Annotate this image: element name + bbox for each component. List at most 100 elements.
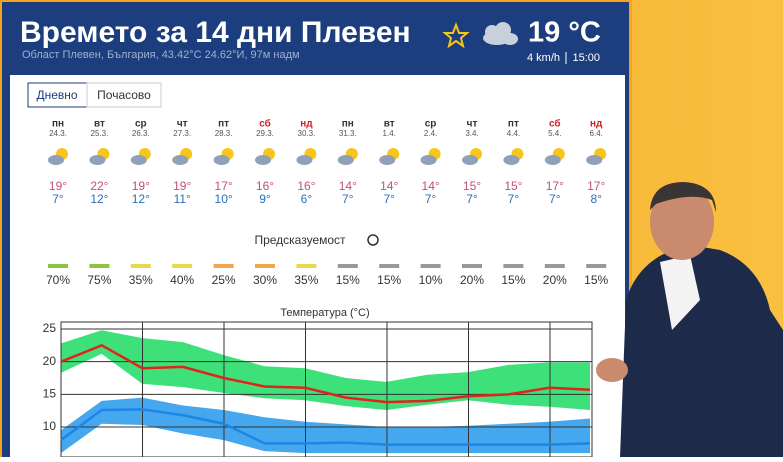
predictability-bar — [296, 264, 317, 268]
weather-icon — [89, 148, 110, 165]
predictability-icon — [367, 234, 379, 246]
temp-high: 17° — [546, 179, 564, 193]
predictability-value: 10% — [419, 273, 443, 287]
temp-low: 12° — [90, 192, 108, 206]
weather-icon — [544, 148, 565, 165]
predictability-bar — [586, 264, 607, 268]
day-name: пт — [218, 119, 229, 130]
temp-high: 16° — [297, 179, 315, 193]
temperature-line — [60, 343, 591, 404]
day-date: 25.3. — [91, 129, 109, 138]
favorite-star[interactable] — [442, 22, 470, 49]
day-name: сб — [259, 118, 271, 130]
predictability-bar — [255, 264, 275, 268]
predictability-value: 15% — [501, 273, 525, 287]
day-date: 6.4. — [590, 129, 603, 138]
day-date: 29.3. — [256, 129, 274, 138]
temp-low: 7° — [383, 192, 395, 206]
y-tick-label: 10 — [43, 419, 57, 433]
temp-low: 7° — [425, 192, 437, 206]
title: Времето за 14 дни Плевен — [20, 16, 411, 49]
day-date: 3.4. — [465, 129, 478, 138]
predictability-bar — [213, 264, 234, 268]
cloud — [48, 155, 64, 165]
day-date: 24.3. — [49, 129, 67, 138]
plot — [60, 321, 593, 458]
day-name: ср — [135, 119, 147, 130]
predictability-value: 30% — [253, 273, 277, 287]
day-name: нд — [300, 119, 313, 130]
predictability-value: 25% — [212, 273, 236, 287]
day-name: сб — [549, 118, 561, 130]
temp-low: 7° — [52, 192, 64, 206]
day-name: пн — [342, 119, 354, 130]
presenter — [596, 182, 783, 457]
chart-title: Температура (°C) — [280, 307, 369, 319]
temp-high: 14° — [422, 179, 440, 193]
predictability-bar — [379, 264, 400, 268]
cloud — [462, 155, 478, 165]
day-name: пт — [508, 119, 519, 130]
temp-low: 7° — [342, 192, 354, 206]
cloud — [420, 155, 437, 165]
predictability-value: 35% — [129, 273, 153, 287]
temp-high: 22° — [90, 179, 108, 193]
tab[interactable] — [86, 82, 162, 108]
wind: 4 km/h — [527, 52, 560, 64]
weather-icon — [337, 148, 358, 165]
cloud — [130, 155, 147, 165]
weather-icon — [296, 148, 317, 165]
temp-low: 12° — [132, 192, 150, 206]
day-name: пн — [52, 119, 64, 130]
temperature-band — [61, 397, 590, 454]
weather-icon — [379, 148, 400, 165]
day-date: 1.4. — [383, 129, 396, 138]
temperature-band — [61, 330, 590, 411]
weather-icon — [462, 148, 482, 165]
predictability-bar — [337, 264, 358, 268]
temp-low: 8° — [590, 192, 602, 206]
day-date: 5.4. — [548, 129, 561, 138]
temp-high: 19° — [49, 179, 67, 193]
day-date: 26.3. — [132, 129, 150, 138]
predictability-value: 70% — [46, 273, 70, 287]
cloud — [296, 155, 313, 165]
temp-low: 7° — [466, 192, 478, 206]
cloud — [172, 155, 189, 165]
tab-label[interactable]: Почасово — [97, 88, 151, 102]
y-tick-label: 25 — [43, 321, 57, 335]
temp-high: 15° — [504, 179, 522, 193]
time: 15:00 — [572, 52, 600, 64]
tab-label[interactable]: Дневно — [36, 88, 77, 102]
cloud — [586, 155, 603, 165]
y-tick-label: 15 — [43, 387, 57, 401]
predictability-bar — [130, 264, 151, 268]
weather-icon — [503, 148, 524, 165]
day-date: 30.3. — [298, 129, 316, 138]
predictability-value: 15% — [584, 273, 608, 287]
tab-active[interactable] — [27, 82, 88, 108]
weather-icon — [255, 148, 275, 165]
weather-icon — [172, 148, 193, 165]
temp-high: 17° — [587, 179, 605, 193]
y-tick-label: 20 — [43, 354, 57, 368]
predictability-bar — [544, 264, 565, 268]
temp-high: 15° — [463, 179, 481, 193]
cloud — [544, 155, 561, 165]
predictability-value: 75% — [87, 273, 111, 287]
predictability-value: 15% — [377, 273, 401, 287]
temp-high: 19° — [132, 179, 150, 193]
predictability-title: Предсказуемост — [254, 233, 346, 247]
temp-low: 7° — [549, 192, 561, 206]
predictability-bar — [420, 264, 441, 268]
temp-low: 7° — [508, 192, 520, 206]
temp-high: 14° — [380, 179, 398, 193]
day-name: нд — [590, 119, 603, 130]
predictability-bar — [48, 264, 68, 268]
day-date: 27.3. — [173, 129, 191, 138]
cloud — [213, 155, 230, 165]
predictability-value: 15% — [336, 273, 360, 287]
weather-icon — [48, 148, 68, 165]
